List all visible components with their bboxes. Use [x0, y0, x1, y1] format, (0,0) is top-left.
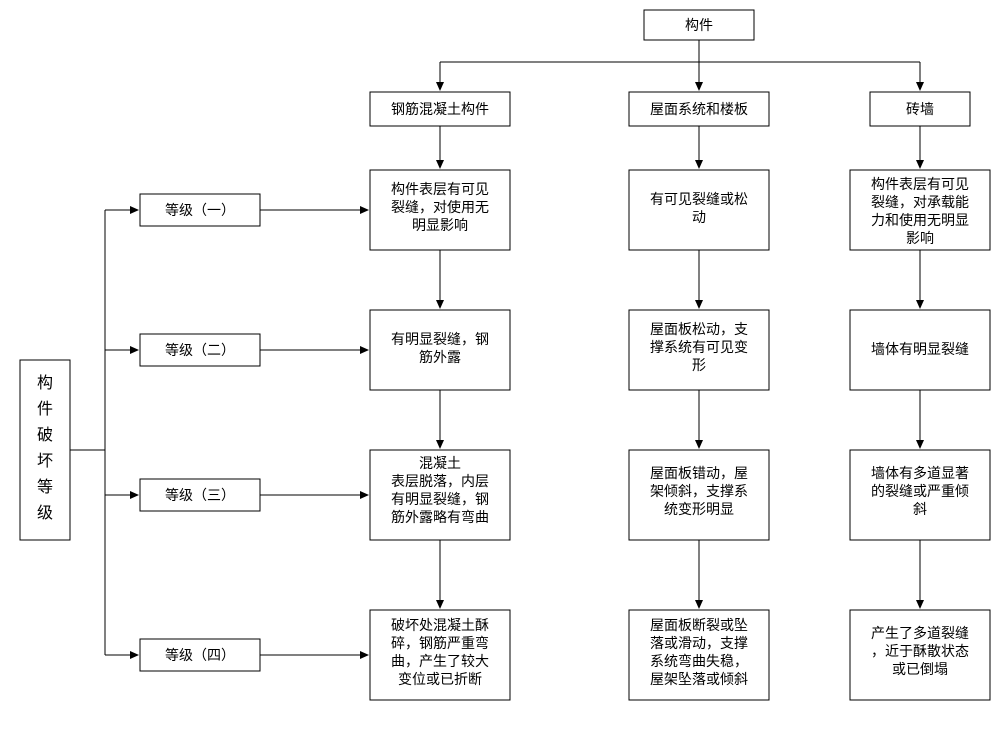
svg-text:系统弯曲失稳，: 系统弯曲失稳， [650, 653, 748, 669]
svg-text:裂缝，对承载能: 裂缝，对承载能 [871, 194, 969, 210]
cat2-label: 屋面系统和楼板 [650, 101, 748, 117]
svg-text:构件表层有可见: 构件表层有可见 [871, 176, 969, 192]
svg-text:破坏处混凝土酥: 破坏处混凝土酥 [391, 617, 489, 633]
level1-label: 等级（一） [165, 202, 235, 218]
svg-text:墙体有明显裂缝: 墙体有明显裂缝 [871, 341, 969, 357]
levels-title-ch2: 破 [37, 426, 53, 444]
levels-title-ch5: 级 [37, 504, 53, 522]
levels-title-ch4: 等 [37, 478, 53, 496]
svg-text:有可见裂缝或松: 有可见裂缝或松 [650, 191, 748, 207]
svg-text:产生了多道裂缝: 产生了多道裂缝 [871, 625, 969, 641]
cat3-label: 砖墙 [906, 101, 934, 117]
svg-text:屋面板松动，支: 屋面板松动，支 [650, 321, 748, 337]
svg-text:落或滑动，支撑: 落或滑动，支撑 [650, 635, 748, 651]
root-label: 构件 [685, 17, 713, 33]
svg-text:筋外露略有弯曲: 筋外露略有弯曲 [391, 509, 489, 525]
svg-text:动: 动 [692, 209, 706, 225]
levels-title-ch0: 构 [37, 374, 53, 392]
svg-text:架倾斜，支撑系: 架倾斜，支撑系 [650, 483, 748, 499]
svg-text:有明显裂缝，钢: 有明显裂缝，钢 [391, 331, 489, 347]
svg-text:屋面板错动，屋: 屋面板错动，屋 [650, 465, 748, 481]
svg-text:墙体有多道显著: 墙体有多道显著 [871, 465, 969, 481]
svg-text:屋架坠落或倾斜: 屋架坠落或倾斜 [650, 671, 748, 687]
level3-label: 等级（三） [165, 487, 235, 503]
levels-title-ch3: 坏 [37, 452, 53, 470]
level2-label: 等级（二） [165, 342, 235, 358]
svg-text:力和使用无明显: 力和使用无明显 [871, 212, 969, 228]
svg-text:有明显裂缝，钢: 有明显裂缝，钢 [391, 491, 489, 507]
svg-text:裂缝，对使用无: 裂缝，对使用无 [391, 199, 489, 215]
svg-text:构件表层有可见: 构件表层有可见 [391, 181, 489, 197]
svg-text:斜: 斜 [913, 501, 927, 517]
svg-text:统变形明显: 统变形明显 [664, 501, 734, 517]
svg-text:筋外露: 筋外露 [419, 349, 461, 365]
level4-label: 等级（四） [165, 647, 235, 663]
svg-text:的裂缝或严重倾: 的裂缝或严重倾 [871, 483, 969, 499]
svg-text:影响: 影响 [906, 230, 934, 246]
svg-text:或已倒塌: 或已倒塌 [892, 661, 948, 677]
svg-text:明显影响: 明显影响 [412, 217, 468, 233]
svg-text:碎，钢筋严重弯: 碎，钢筋严重弯 [391, 635, 489, 651]
svg-text:曲，产生了较大: 曲，产生了较大 [391, 653, 489, 669]
svg-text:屋面板断裂或坠: 屋面板断裂或坠 [650, 617, 748, 633]
svg-text:，近于酥散状态: ，近于酥散状态 [871, 643, 969, 659]
cat1-label: 钢筋混凝土构件 [391, 101, 489, 117]
svg-text:形: 形 [692, 357, 706, 373]
svg-text:混凝土: 混凝土 [419, 455, 461, 471]
svg-text:变位或已折断: 变位或已折断 [398, 671, 482, 687]
levels-title-ch1: 件 [37, 400, 53, 418]
svg-text:表层脱落，内层: 表层脱落，内层 [391, 473, 489, 489]
svg-text:撑系统有可见变: 撑系统有可见变 [650, 339, 748, 355]
